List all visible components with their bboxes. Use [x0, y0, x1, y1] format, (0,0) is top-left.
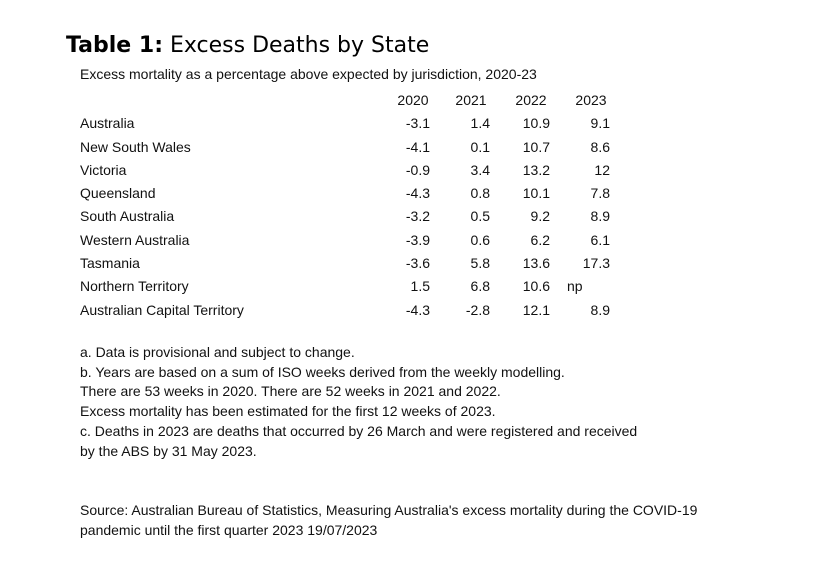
table-cell: 6.2	[530, 231, 550, 248]
table-subtitle: Excess mortality as a percentage above e…	[80, 66, 537, 82]
note-line: by the ABS by 31 May 2023.	[80, 442, 257, 459]
row-label: Australian Capital Territory	[80, 301, 244, 318]
column-header: 2023	[575, 92, 607, 108]
table-cell: 1.4	[470, 115, 490, 132]
table-row: Queensland -4.3 0.8 10.1 7.8	[80, 183, 640, 206]
table-cell: -2.8	[465, 301, 490, 318]
table-cell: -4.3	[405, 301, 430, 318]
table-cell: -3.6	[405, 255, 430, 272]
table-cell: 9.1	[590, 115, 610, 132]
excess-deaths-table: 2020 2021 2022 2023 Australia -3.1 1.4 1…	[80, 90, 640, 323]
table-cell: 13.6	[522, 255, 550, 272]
row-label: Australia	[80, 115, 135, 132]
table-cell: 10.6	[522, 278, 550, 295]
table-cell: 6.8	[470, 278, 490, 295]
table-row: Australia -3.1 1.4 10.9 9.1	[80, 113, 640, 136]
row-label: Western Australia	[80, 231, 190, 248]
table-title-lead: Table 1:	[66, 33, 163, 58]
table-cell: 7.8	[590, 185, 610, 202]
column-header: 2022	[515, 92, 547, 108]
table-notes: a. Data is provisional and subject to ch…	[80, 343, 637, 461]
table-row: Australian Capital Territory -4.3 -2.8 1…	[80, 300, 640, 323]
table-cell: 8.9	[590, 208, 610, 225]
table-cell: -0.9	[405, 161, 430, 178]
column-header: 2021	[455, 92, 487, 108]
note-line: c. Deaths in 2023 are deaths that occurr…	[80, 422, 638, 439]
note-line: b. Years are based on a sum of ISO weeks…	[80, 363, 565, 380]
table-header-row: 2020 2021 2022 2023	[80, 90, 640, 113]
table-cell: -4.1	[405, 138, 430, 155]
note-line: a. Data is provisional and subject to ch…	[80, 344, 355, 360]
table-cell: 5.8	[470, 255, 490, 272]
row-label: Victoria	[80, 161, 127, 178]
row-label: Queensland	[80, 185, 156, 202]
table-cell-not-published: np	[567, 278, 583, 295]
table-cell: 0.6	[470, 231, 490, 248]
row-label: Tasmania	[80, 255, 140, 272]
table-title: Table 1: Excess Deaths by State	[66, 33, 429, 59]
row-label: New South Wales	[80, 138, 191, 155]
table-cell: 1.5	[410, 278, 430, 295]
column-header: 2020	[397, 92, 429, 108]
note-line: There are 53 weeks in 2020. There are 52…	[80, 383, 501, 400]
table-cell: 0.8	[470, 185, 490, 202]
table-cell: 12	[594, 161, 610, 178]
row-label: South Australia	[80, 208, 175, 225]
table-cell: 10.7	[522, 138, 550, 155]
table-cell: 12.1	[522, 301, 550, 318]
note-line: Excess mortality has been estimated for …	[80, 403, 496, 420]
table-title-text: Excess Deaths by State	[163, 33, 430, 58]
table-cell: 3.4	[470, 161, 490, 178]
row-label: Northern Territory	[80, 278, 189, 295]
table-row: Tasmania -3.6 5.8 13.6 17.3	[80, 253, 640, 276]
source-line: Source: Australian Bureau of Statistics,…	[80, 502, 698, 518]
table-row: South Australia -3.2 0.5 9.2 8.9	[80, 206, 640, 229]
table-row: Northern Territory 1.5 6.8 10.6 np	[80, 276, 640, 299]
table-cell: 8.9	[590, 301, 610, 318]
table-cell: 8.6	[590, 138, 610, 155]
table-row: Western Australia -3.9 0.6 6.2 6.1	[80, 230, 640, 253]
table-row: New South Wales -4.1 0.1 10.7 8.6	[80, 137, 640, 160]
table-cell: 0.5	[470, 208, 490, 225]
source-citation: Source: Australian Bureau of Statistics,…	[80, 500, 697, 540]
table-cell: 13.2	[522, 161, 550, 178]
table-row: Victoria -0.9 3.4 13.2 12	[80, 160, 640, 183]
table-cell: 6.1	[590, 231, 610, 248]
table-cell: 10.9	[522, 115, 550, 132]
table-cell: -4.3	[405, 185, 430, 202]
table-cell: -3.9	[405, 231, 430, 248]
source-line: pandemic until the first quarter 2023 19…	[80, 522, 378, 538]
table-cell: 9.2	[530, 208, 550, 225]
table-cell: -3.1	[405, 115, 430, 132]
table-cell: 10.1	[522, 185, 550, 202]
table-cell: 17.3	[582, 255, 610, 272]
table-cell: 0.1	[470, 138, 490, 155]
table-cell: -3.2	[405, 208, 430, 225]
